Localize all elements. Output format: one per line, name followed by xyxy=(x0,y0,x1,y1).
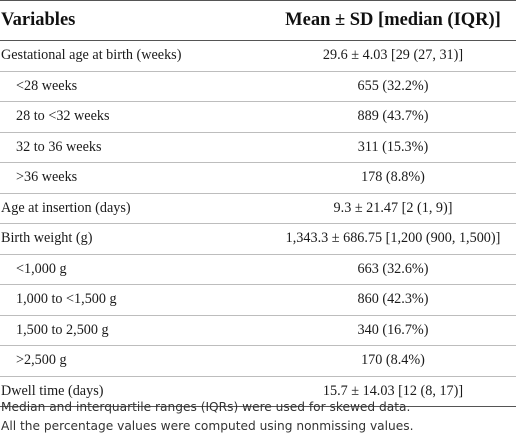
statistics-table: Variables Mean ± SD [median (IQR)] Gesta… xyxy=(0,0,516,407)
row-label: >36 weeks xyxy=(0,162,258,194)
row-label: Birth weight (g) xyxy=(0,223,258,255)
table-row: Gestational age at birth (weeks) 29.6 ± … xyxy=(0,40,516,72)
row-value: 889 (43.7%) xyxy=(258,101,516,133)
row-label: <28 weeks xyxy=(0,71,258,102)
row-value: 311 (15.3%) xyxy=(258,132,516,163)
table-row: Age at insertion (days) 9.3 ± 21.47 [2 (… xyxy=(0,193,516,224)
footnote: All the percentage values were computed … xyxy=(1,419,414,433)
row-value: 1,343.3 ± 686.75 [1,200 (900, 1,500)] xyxy=(258,223,516,255)
row-value: 663 (32.6%) xyxy=(258,254,516,285)
row-value: 29.6 ± 4.03 [29 (27, 31)] xyxy=(258,40,516,72)
footnote: Median and interquartile ranges (IQRs) w… xyxy=(1,400,411,414)
table-row: <28 weeks 655 (32.2%) xyxy=(0,71,516,102)
table-footnotes: Median and interquartile ranges (IQRs) w… xyxy=(1,398,513,436)
table-row: <1,000 g 663 (32.6%) xyxy=(0,254,516,285)
row-label: 1,000 to <1,500 g xyxy=(0,284,258,316)
row-label: 28 to <32 weeks xyxy=(0,101,258,133)
header-variables: Variables xyxy=(0,0,258,41)
row-value: 15.7 ± 14.03 [12 (8, 17)] xyxy=(258,376,516,407)
table-row: 1,500 to 2,500 g 340 (16.7%) xyxy=(0,315,516,346)
row-label: <1,000 g xyxy=(0,254,258,285)
row-label: 1,500 to 2,500 g xyxy=(0,315,258,346)
table-row: >36 weeks 178 (8.8%) xyxy=(0,162,516,194)
row-value: 178 (8.8%) xyxy=(258,162,516,194)
row-label: Dwell time (days) xyxy=(0,376,258,407)
table-row: 1,000 to <1,500 g 860 (42.3%) xyxy=(0,284,516,316)
row-label: >2,500 g xyxy=(0,345,258,377)
header-mean-sd: Mean ± SD [median (IQR)] xyxy=(258,0,516,41)
row-label: Gestational age at birth (weeks) xyxy=(0,40,258,72)
table-row: 32 to 36 weeks 311 (15.3%) xyxy=(0,132,516,163)
table-row: Dwell time (days) 15.7 ± 14.03 [12 (8, 1… xyxy=(0,376,516,407)
data-table-container: Variables Mean ± SD [median (IQR)] Gesta… xyxy=(0,0,516,407)
table-row: >2,500 g 170 (8.4%) xyxy=(0,345,516,377)
row-label: 32 to 36 weeks xyxy=(0,132,258,163)
row-value: 655 (32.2%) xyxy=(258,71,516,102)
row-value: 340 (16.7%) xyxy=(258,315,516,346)
table-header-row: Variables Mean ± SD [median (IQR)] xyxy=(0,0,516,41)
row-value: 170 (8.4%) xyxy=(258,345,516,377)
table-row: 28 to <32 weeks 889 (43.7%) xyxy=(0,101,516,133)
row-value: 860 (42.3%) xyxy=(258,284,516,316)
row-value: 9.3 ± 21.47 [2 (1, 9)] xyxy=(258,193,516,224)
table-row: Birth weight (g) 1,343.3 ± 686.75 [1,200… xyxy=(0,223,516,255)
row-label: Age at insertion (days) xyxy=(0,193,258,224)
